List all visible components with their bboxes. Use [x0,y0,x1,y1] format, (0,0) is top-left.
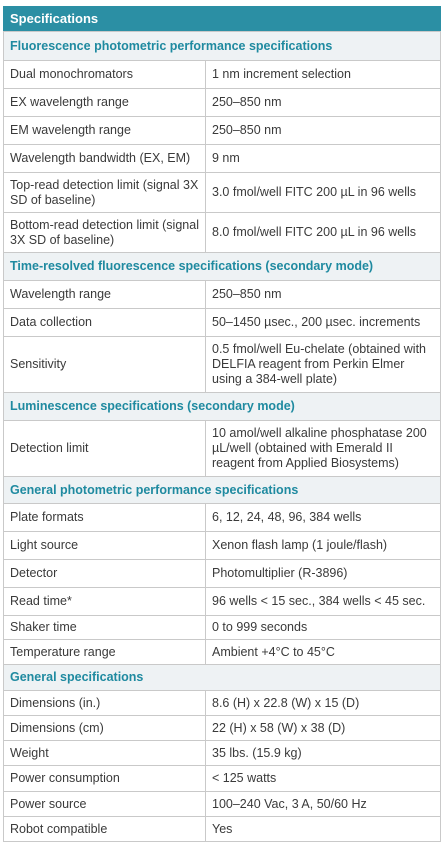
spec-row: Temperature range Ambient +4°C to 45°C [3,639,441,665]
spec-row: Power consumption < 125 watts [3,765,441,792]
spec-value: 250–850 nm [205,280,441,309]
spec-label: Detection limit [3,420,206,477]
section-title: General photometric performance specific… [3,476,441,504]
spec-label: Detector [3,559,206,588]
spec-label: Dual monochromators [3,60,206,89]
section-title: Time-resolved fluorescence specification… [3,252,441,281]
spec-value: 250–850 nm [205,88,441,117]
spec-label: Sensitivity [3,336,206,393]
spec-value: 8.0 fmol/well FITC 200 µL in 96 wells [205,212,441,253]
spec-label: Shaker time [3,615,206,640]
spec-label: EM wavelength range [3,116,206,145]
spec-label: Plate formats [3,503,206,532]
spec-row: Dimensions (cm) 22 (H) x 58 (W) x 38 (D) [3,715,441,741]
spec-row: Detection limit 10 amol/well alkaline pho… [3,420,441,477]
section-title: General specifications [3,664,441,691]
spec-label: Dimensions (cm) [3,715,206,741]
spec-value: Ambient +4°C to 45°C [205,639,441,665]
spec-value: < 125 watts [205,765,441,792]
spec-value: 50–1450 µsec., 200 µsec. increments [205,308,441,337]
spec-label: Read time* [3,587,206,616]
spec-row: EX wavelength range 250–850 nm [3,88,441,117]
spec-row: Detector Photomultiplier (R-3896) [3,559,441,588]
header-title: Specifications [3,6,441,31]
section-row: Fluorescence photometric performance spe… [3,31,441,61]
spec-row: Data collection 50–1450 µsec., 200 µsec. … [3,308,441,337]
spec-label: EX wavelength range [3,88,206,117]
section-row: Time-resolved fluorescence specification… [3,252,441,281]
spec-row: Sensitivity 0.5 fmol/well Eu-chelate (obt… [3,336,441,393]
spec-value: 9 nm [205,144,441,173]
spec-value: 100–240 Vac, 3 A, 50/60 Hz [205,791,441,817]
spec-value: 6, 12, 24, 48, 96, 384 wells [205,503,441,532]
spec-value: 35 lbs. (15.9 kg) [205,740,441,766]
spec-label: Weight [3,740,206,766]
section-title: Fluorescence photometric performance spe… [3,31,441,61]
spec-value: 250–850 nm [205,116,441,145]
spec-row: EM wavelength range 250–850 nm [3,116,441,145]
spec-row: Wavelength range 250–850 nm [3,280,441,309]
spec-row: Dual monochromators 1 nm increment select… [3,60,441,89]
spec-value: 96 wells < 15 sec., 384 wells < 45 sec. [205,587,441,616]
spec-label: Bottom-read detection limit (signal 3X S… [3,212,206,253]
section-row: General photometric performance specific… [3,476,441,504]
spec-label: Data collection [3,308,206,337]
spec-row: Light source Xenon flash lamp (1 joule/fl… [3,531,441,560]
spec-row: Power source 100–240 Vac, 3 A, 50/60 Hz [3,791,441,817]
spec-label: Wavelength range [3,280,206,309]
spec-value: 0.5 fmol/well Eu-chelate (obtained with … [205,336,441,393]
spec-value: 22 (H) x 58 (W) x 38 (D) [205,715,441,741]
spec-row: Plate formats 6, 12, 24, 48, 96, 384 well… [3,503,441,532]
spec-value: Photomultiplier (R-3896) [205,559,441,588]
spec-value: Yes [205,816,441,842]
spec-row: Wavelength bandwidth (EX, EM) 9 nm [3,144,441,173]
section-row: Luminescence specifications (secondary m… [3,392,441,421]
spec-value: 1 nm increment selection [205,60,441,89]
spec-row: Top-read detection limit (signal 3X SD o… [3,172,441,213]
spec-value: Xenon flash lamp (1 joule/flash) [205,531,441,560]
spec-row: Shaker time 0 to 999 seconds [3,615,441,640]
spec-row: Robot compatible Yes [3,816,441,842]
spec-label: Dimensions (in.) [3,690,206,716]
spec-label: Wavelength bandwidth (EX, EM) [3,144,206,173]
spec-row: Dimensions (in.) 8.6 (H) x 22.8 (W) x 15 … [3,690,441,716]
spec-label: Robot compatible [3,816,206,842]
section-title: Luminescence specifications (secondary m… [3,392,441,421]
section-row: General specifications [3,664,441,691]
spec-label: Power source [3,791,206,817]
spec-row: Read time* 96 wells < 15 sec., 384 wells … [3,587,441,616]
spec-label: Power consumption [3,765,206,792]
spec-value: 10 amol/well alkaline phosphatase 200 µL… [205,420,441,477]
spec-row: Weight 35 lbs. (15.9 kg) [3,740,441,766]
spec-value: 8.6 (H) x 22.8 (W) x 15 (D) [205,690,441,716]
spec-value: 0 to 999 seconds [205,615,441,640]
spec-label: Top-read detection limit (signal 3X SD o… [3,172,206,213]
spec-sheet: Specifications Fluorescence photometric … [3,6,441,842]
spec-row: Bottom-read detection limit (signal 3X S… [3,212,441,253]
spec-label: Temperature range [3,639,206,665]
spec-value: 3.0 fmol/well FITC 200 µL in 96 wells [205,172,441,213]
spec-table: Fluorescence photometric performance spe… [3,31,441,842]
spec-label: Light source [3,531,206,560]
